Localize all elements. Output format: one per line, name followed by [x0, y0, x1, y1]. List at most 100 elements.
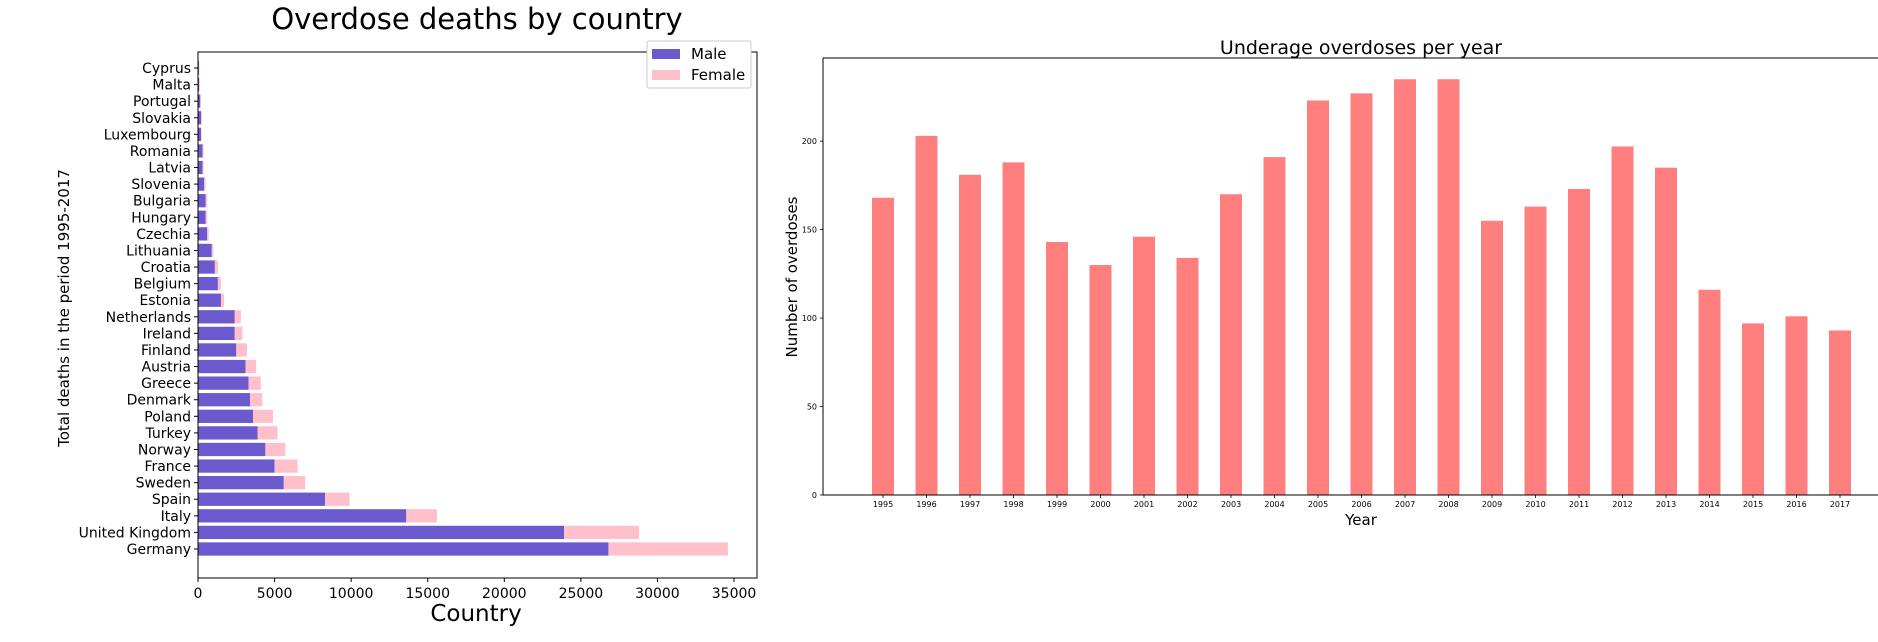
year-bar: [1220, 194, 1242, 495]
y-tick-label: Finland: [141, 343, 191, 359]
x-tick-label: 2007: [1395, 500, 1415, 509]
year-bar: [1133, 236, 1155, 495]
y-tick-label: Austria: [142, 360, 191, 376]
bar-male: [198, 243, 212, 258]
y-tick-label: Hungary: [131, 210, 191, 226]
x-tick-label: 2015: [1743, 500, 1763, 509]
year-bar: [1263, 157, 1286, 496]
right-chart-x-axis-label: Year: [1344, 511, 1378, 529]
year-bar: [1307, 100, 1329, 495]
year-bar: [1698, 289, 1721, 495]
bar-male: [198, 127, 202, 141]
x-tick-label: 0: [194, 586, 203, 602]
y-tick-label: Bulgaria: [133, 194, 191, 210]
bar-female: [283, 476, 306, 490]
y-tick-label: Netherlands: [106, 310, 191, 326]
x-tick-label: 2006: [1351, 500, 1371, 509]
bar-male: [198, 359, 246, 374]
x-tick-label: 2010: [1525, 500, 1545, 509]
bar-male: [198, 210, 206, 224]
bar-female: [325, 492, 350, 506]
x-tick-label: 2003: [1221, 500, 1241, 509]
right-chart-title: Underage overdoses per year: [1220, 37, 1502, 59]
y-tick-label: Luxembourg: [104, 127, 191, 143]
bar-female: [564, 525, 640, 540]
bar-female: [211, 243, 214, 258]
left-chart-y-axis-label: Total deaths in the period 1995-2017: [55, 169, 73, 448]
y-tick-label: 200: [802, 137, 817, 146]
bar-male: [198, 227, 208, 241]
bar-female: [204, 177, 206, 191]
bar-male: [198, 492, 326, 506]
y-tick-label: Romania: [130, 144, 191, 160]
bar-male: [198, 94, 201, 108]
x-tick-label: 2002: [1177, 500, 1197, 509]
bar-female: [236, 343, 248, 357]
bar-male: [198, 260, 215, 274]
bar-male: [198, 459, 275, 473]
x-tick-label: 2000: [1090, 500, 1110, 509]
bar-male: [198, 144, 203, 158]
bar-male: [198, 542, 609, 556]
bar-male: [198, 177, 205, 191]
y-tick-label: Malta: [152, 78, 191, 94]
right-chart: Underage overdoses per year Year Number …: [783, 37, 1878, 529]
left-chart-x-axis-label: Country: [430, 601, 521, 627]
x-tick-label: 2004: [1264, 500, 1284, 509]
bar-female: [201, 127, 202, 141]
bar-male: [198, 111, 202, 125]
year-bar: [1394, 79, 1416, 495]
y-tick-label: 50: [807, 403, 817, 412]
bar-female: [248, 376, 261, 390]
x-tick-label: 2017: [1830, 500, 1850, 509]
year-bar: [1089, 265, 1112, 495]
x-tick-label: 15000: [405, 586, 450, 602]
bar-female: [265, 442, 286, 457]
y-tick-label: Latvia: [148, 161, 191, 177]
year-bar: [1002, 162, 1025, 495]
year-bar: [1655, 167, 1677, 495]
bar-male: [198, 393, 251, 407]
right-chart-y-axis-label: Number of overdoses: [783, 196, 801, 357]
bar-female: [205, 210, 208, 224]
bar-female: [245, 359, 257, 374]
y-tick-label: Spain: [152, 492, 191, 508]
y-tick-label: Estonia: [139, 293, 191, 309]
bar-female: [214, 260, 218, 274]
legend-female-label: Female: [691, 66, 745, 84]
x-tick-label: 2012: [1612, 500, 1632, 509]
x-tick-label: 2013: [1656, 500, 1676, 509]
x-tick-label: 1995: [873, 500, 893, 509]
bar-female: [220, 293, 225, 307]
bar-male: [198, 442, 266, 457]
x-tick-label: 2001: [1134, 500, 1154, 509]
x-tick-label: 2011: [1569, 500, 1589, 509]
x-tick-label: 20000: [482, 586, 527, 602]
x-tick-label: 10000: [329, 586, 374, 602]
year-bar: [1176, 257, 1199, 495]
y-tick-label: United Kingdom: [79, 525, 191, 541]
year-bar: [959, 174, 981, 495]
y-tick-label: Lithuania: [126, 243, 191, 259]
y-tick-label: Sweden: [136, 476, 191, 492]
left-chart-frame: [197, 51, 758, 579]
y-tick-label: 0: [812, 491, 817, 500]
y-tick-label: Cyprus: [142, 61, 191, 77]
left-chart: Overdose deaths by country Country Total…: [55, 2, 758, 627]
bar-male: [198, 376, 249, 390]
left-chart-title: Overdose deaths by country: [271, 2, 682, 36]
y-tick-label: Czechia: [136, 227, 191, 243]
year-bar: [1829, 330, 1851, 495]
y-tick-label: Greece: [141, 376, 191, 392]
year-bar: [1568, 188, 1590, 495]
legend-male-swatch: [652, 49, 680, 59]
year-bar: [1785, 316, 1808, 495]
y-tick-label: Norway: [138, 442, 191, 458]
bar-male: [198, 476, 284, 490]
bar-female: [200, 94, 201, 108]
y-tick-label: Germany: [127, 542, 191, 558]
x-tick-label: 1996: [916, 500, 936, 509]
bar-female: [205, 194, 208, 208]
